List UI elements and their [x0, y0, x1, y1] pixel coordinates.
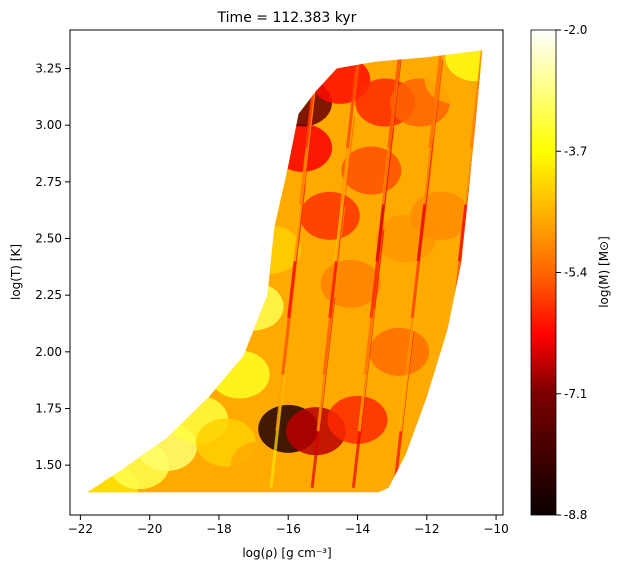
particle-zone	[272, 123, 333, 172]
x-tick-label: −16	[276, 522, 301, 536]
particle-zone	[299, 191, 360, 240]
particle-track	[481, 274, 483, 432]
particle-track	[475, 365, 483, 488]
x-tick-label: −22	[68, 522, 93, 536]
y-tick-label: 3.25	[35, 62, 62, 76]
particle-track	[469, 50, 483, 149]
y-tick-label: 3.00	[35, 118, 62, 132]
colorbar-ticks: -8.8 -7.1 -5.4 -3.7 -2.0	[556, 23, 587, 522]
x-tick-label: −20	[137, 522, 162, 536]
particle-track	[489, 184, 511, 374]
colorbar-tick-label: -2.0	[564, 23, 587, 37]
x-tick-label: −10	[483, 522, 508, 536]
colorbar-tick-label: -5.4	[564, 266, 587, 280]
x-tick-label: −14	[345, 522, 370, 536]
y-tick-label: 2.25	[35, 288, 62, 302]
y-tick-label: 2.50	[35, 232, 62, 246]
y-axis-label: log(T) [K]	[9, 244, 23, 300]
particle-zone	[240, 225, 301, 274]
x-tick-label: −18	[206, 522, 231, 536]
y-tick-label: 2.00	[35, 345, 62, 359]
particle-cloud	[87, 3, 531, 493]
colorbar	[530, 29, 557, 516]
colorbar-tick-label: -8.8	[564, 508, 587, 522]
y-tick-label: 2.75	[35, 175, 62, 189]
chart-title: Time = 112.383 kyr	[217, 10, 357, 26]
x-axis: −22 −20 −18 −16 −14 −12 −10	[68, 515, 509, 536]
particle-zone	[327, 395, 388, 444]
particle-track	[501, 3, 531, 261]
particle-zone	[369, 327, 430, 376]
x-tick-label: −12	[414, 522, 439, 536]
particle-zone	[223, 282, 284, 331]
particle-zone	[292, 327, 353, 376]
colorbar-tick-label: -3.7	[564, 144, 587, 158]
y-axis: 1.50 1.75 2.00 2.25 2.50 2.75 3.00 3.25	[35, 62, 70, 472]
y-tick-label: 1.75	[35, 401, 62, 415]
particle-track	[495, 93, 521, 317]
plot-area	[87, 3, 531, 493]
particle-track	[387, 50, 405, 149]
colorbar-tick-label: -7.1	[564, 387, 587, 401]
plot-frame	[69, 29, 504, 516]
y-tick-label: 1.50	[35, 458, 62, 472]
particle-zone	[209, 350, 270, 399]
x-axis-label: log(ρ) [g cm⁻³]	[242, 546, 331, 560]
colorbar-label: log(M) [M⊙]	[597, 236, 611, 308]
particle-zone	[445, 50, 483, 82]
particle-track	[345, 50, 375, 149]
